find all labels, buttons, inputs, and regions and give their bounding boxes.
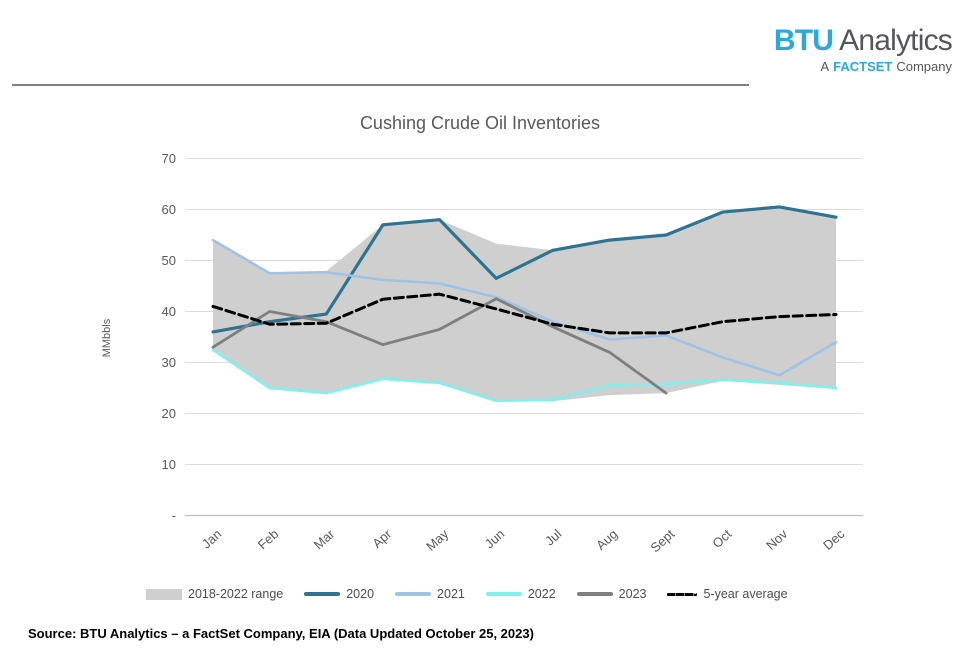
legend-item-2021: 2021 (395, 587, 465, 601)
y-axis-label: MMbbls (101, 318, 113, 358)
legend-item-2023: 2023 (576, 587, 647, 601)
y-tick-label: - (171, 507, 176, 523)
y-tick-label: 30 (161, 354, 176, 370)
logo-sub-suffix: Company (896, 59, 952, 74)
line-swatch-2023 (576, 592, 613, 596)
line-swatch-2022 (485, 592, 522, 596)
legend-label-2021: 2021 (437, 587, 465, 601)
y-tick-label: 60 (161, 201, 176, 217)
series-line-2023 (211, 297, 668, 395)
logo-subtitle: A FACTSET Company (774, 59, 952, 74)
logo-factset: FACTSET (833, 59, 893, 74)
range-band-swatch (146, 588, 182, 600)
legend-label-2022: 2022 (527, 587, 556, 601)
btu-analytics-logo: BTU Analytics A FACTSET Company (773, 24, 953, 74)
legend-label-2020: 2020 (346, 587, 375, 601)
line-swatch-2021 (395, 592, 432, 596)
y-tick-label: 20 (161, 405, 176, 421)
logo-sub-prefix: A (820, 59, 830, 74)
series-line-2020 (211, 205, 838, 334)
logo-btu: BTU (773, 24, 834, 57)
logo-wordmark: BTU Analytics (773, 24, 953, 58)
y-tick-label: 10 (161, 456, 176, 472)
series-line-2021 (211, 238, 838, 377)
header-divider (12, 84, 749, 86)
chart-title: Cushing Crude Oil Inventories (359, 113, 601, 133)
legend-item-2022: 2022 (485, 587, 556, 601)
line-swatch-2020 (304, 592, 341, 596)
y-tick-label: 40 (161, 303, 176, 319)
legend-item-range: 2018-2022 range (146, 587, 283, 601)
legend-item-5yr-average: 5-year average (667, 587, 788, 601)
chart-legend: 2018-2022 range 2020 2021 2022 2023 5-ye… (146, 587, 788, 601)
legend-label-2023: 2023 (618, 587, 647, 601)
series-line-5-year-average (211, 292, 838, 335)
series-line-2022 (211, 348, 838, 403)
y-tick-label: 70 (161, 150, 176, 166)
logo-analytics: Analytics (839, 24, 953, 57)
legend-label-range: 2018-2022 range (188, 587, 284, 601)
y-tick-label: 50 (161, 252, 176, 268)
legend-label-5yr: 5-year average (703, 587, 788, 601)
source-note: Source: BTU Analytics – a FactSet Compan… (28, 626, 534, 641)
legend-item-2020: 2020 (304, 587, 374, 601)
dashed-line-swatch-5yr (667, 592, 698, 596)
